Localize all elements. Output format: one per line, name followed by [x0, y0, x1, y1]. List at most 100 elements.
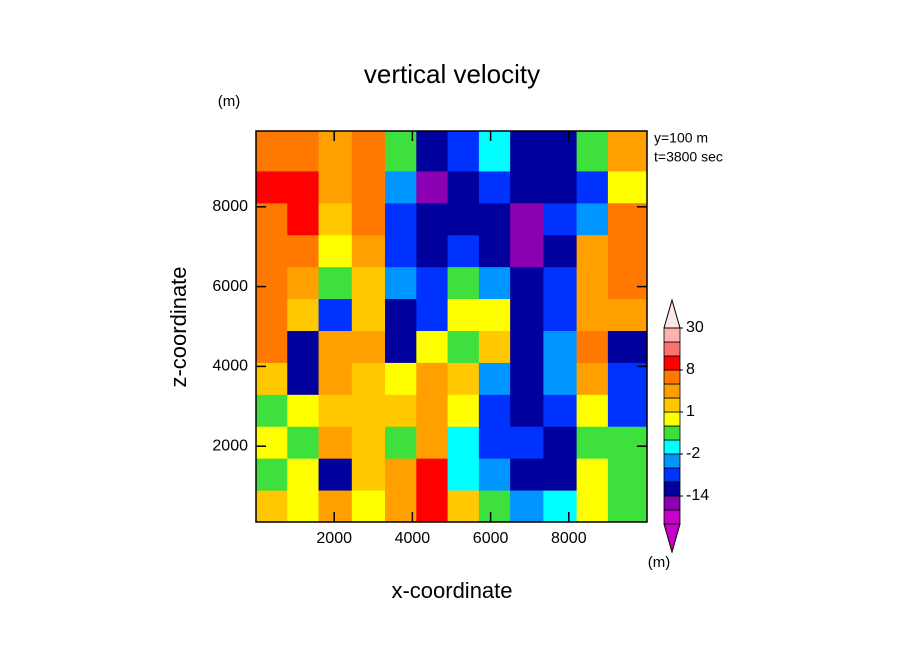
contour-cell [318, 458, 353, 491]
contour-cell [318, 170, 353, 204]
contour-cell [447, 131, 480, 172]
contour-cell [416, 202, 449, 236]
contour-cell [478, 362, 511, 395]
contour-cell [576, 330, 609, 363]
contour-cell [287, 362, 320, 395]
colorbar-band [663, 411, 681, 427]
contour-cell [385, 131, 417, 172]
annotation: y=100 m [654, 130, 708, 146]
contour-cell [256, 362, 288, 395]
contour-cell [287, 170, 320, 204]
contour-cell [510, 362, 544, 395]
contour-cell [385, 298, 417, 331]
contour-cell [447, 298, 480, 331]
contour-cell [510, 202, 544, 236]
contour-cell [478, 394, 511, 427]
contour-cell [478, 426, 511, 459]
colorbar-tick-label: 1 [686, 403, 695, 420]
colorbar-tick-label: 30 [686, 319, 704, 336]
contour-cell [447, 490, 480, 523]
contour-cell [543, 394, 578, 427]
annotation: t=3800 sec [654, 149, 723, 165]
contour-cell [510, 170, 544, 204]
contour-cell [385, 490, 417, 523]
contour-cell [576, 298, 609, 331]
contour-cell [447, 330, 480, 363]
contour-cell [543, 362, 578, 395]
colorbar-triangle [663, 298, 681, 329]
colorbar-band [663, 439, 681, 455]
contour-cell [447, 394, 480, 427]
colorbar-band [663, 369, 681, 385]
y-tick-label: 6000 [212, 278, 248, 295]
contour-cell [318, 394, 353, 427]
contour-cell [256, 234, 288, 268]
contour-cell [607, 394, 648, 427]
colorbar-band [663, 467, 681, 483]
contour-cell [478, 298, 511, 331]
contour-cell [287, 298, 320, 331]
contour-cell [510, 458, 544, 491]
colorbar-band [663, 341, 681, 357]
contour-cell [385, 170, 417, 204]
contour-cell [478, 266, 511, 300]
contour-cell [256, 266, 288, 300]
contour-cell [543, 426, 578, 459]
contour-cell [287, 490, 320, 523]
contour-cell [256, 330, 288, 363]
contour-cell [416, 426, 449, 459]
contour-cell [543, 298, 578, 331]
contour-cell [510, 394, 544, 427]
contour-cell [543, 234, 578, 268]
contour-cell [576, 362, 609, 395]
contour-cell [416, 266, 449, 300]
contour-cell [256, 394, 288, 427]
contour-cell [351, 394, 386, 427]
contour-cell [607, 234, 648, 268]
contour-cell [351, 131, 386, 172]
chart-title: vertical velocity [364, 59, 540, 89]
contour-cell [607, 170, 648, 204]
contour-cell [447, 458, 480, 491]
contour-cell [478, 458, 511, 491]
contour-cell [416, 170, 449, 204]
contour-cell [385, 458, 417, 491]
x-tick-label: 6000 [473, 530, 509, 547]
contour-cell [256, 490, 288, 523]
contour-cell [447, 234, 480, 268]
contour-cell [416, 298, 449, 331]
contour-cell [576, 394, 609, 427]
contour-cell [256, 202, 288, 236]
contour-cell [287, 394, 320, 427]
contour-cell [416, 330, 449, 363]
contour-cell [318, 131, 353, 172]
contour-cell [256, 170, 288, 204]
contour-cell [543, 490, 578, 523]
contour-cell [287, 458, 320, 491]
contour-cell [416, 131, 449, 172]
contour-cell [385, 266, 417, 300]
contour-cell [478, 170, 511, 204]
contour-cell [351, 490, 386, 523]
y-axis-title: z-coordinate [166, 266, 191, 387]
contour-cell [318, 490, 353, 523]
y-unit: (m) [218, 93, 241, 110]
contour-cell [416, 362, 449, 395]
contour-cell [510, 426, 544, 459]
contour-cell [287, 426, 320, 459]
contour-cell [318, 426, 353, 459]
contour-cell [318, 234, 353, 268]
plot-frame [255, 130, 648, 523]
contour-cell [318, 202, 353, 236]
contour-cell [576, 266, 609, 300]
contour-cell [256, 458, 288, 491]
contour-cell [543, 330, 578, 363]
contour-cell [351, 202, 386, 236]
contour-cell [576, 426, 609, 459]
contour-cell [510, 266, 544, 300]
contour-cell [478, 490, 511, 523]
contour-cell [318, 298, 353, 331]
contour-cell [478, 234, 511, 268]
contour-cell [416, 490, 449, 523]
contour-cell [576, 490, 609, 523]
